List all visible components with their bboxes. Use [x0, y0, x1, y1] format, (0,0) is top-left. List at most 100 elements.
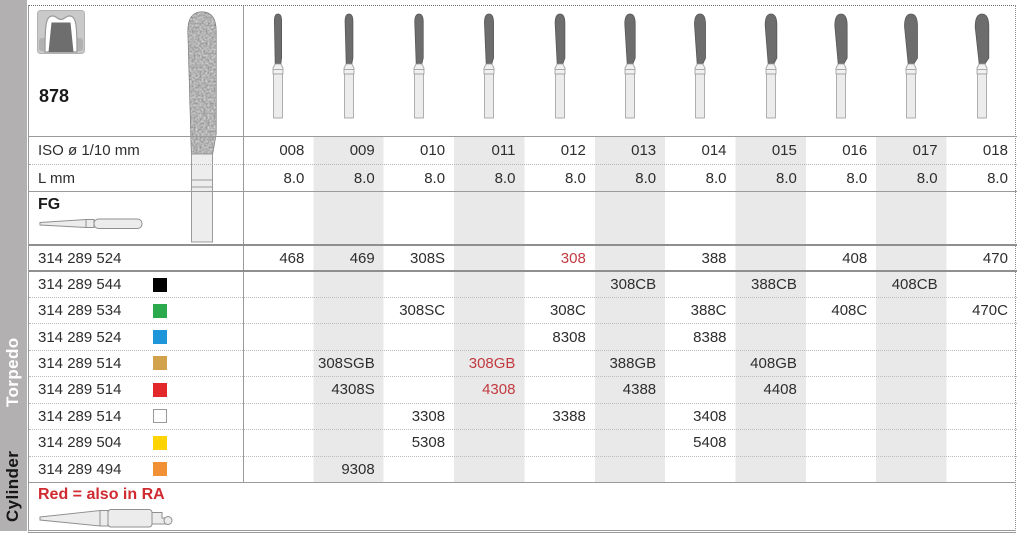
empty-cell [243, 298, 313, 323]
empty-cell [806, 324, 876, 349]
empty-cell [243, 324, 313, 349]
empty-cell [736, 298, 806, 323]
empty-cell [524, 272, 594, 296]
order-row: 314 289 544 308CB 388CB 408CB [29, 270, 1017, 296]
empty-cell [384, 377, 454, 402]
grit-swatch-yellow [153, 435, 167, 450]
column-stripes [243, 136, 1017, 482]
empty-cell [947, 457, 1017, 482]
empty-cell [665, 272, 735, 296]
empty-cell [524, 430, 594, 455]
product-code: 4388 [622, 381, 657, 399]
iso-value: 017 [912, 142, 938, 159]
bur-image-015 [736, 6, 806, 136]
product-code: 9308 [341, 460, 375, 478]
empty-cell [947, 377, 1017, 402]
empty-cell [876, 298, 946, 323]
product-code: 8388 [693, 328, 727, 346]
bur-image-012 [524, 6, 594, 136]
empty-cell [454, 430, 524, 455]
empty-cell [454, 272, 524, 296]
product-code: 3388 [552, 407, 586, 425]
order-row: 314 289 524 468 469 308S 308 388 408 470 [29, 244, 1017, 270]
bur-image-014 [665, 6, 735, 136]
product-code: 469 [349, 249, 375, 267]
iso-value: 008 [279, 142, 305, 159]
empty-cell [876, 404, 946, 429]
bur-image-009 [313, 6, 383, 136]
product-code: 388 [701, 249, 727, 267]
section-sidebar: Torpedo Cylinder [0, 0, 27, 531]
length-value: 8.0 [424, 169, 446, 187]
empty-cell [876, 457, 946, 482]
empty-cell [736, 430, 806, 455]
length-value: 8.0 [564, 169, 586, 187]
product-code: 308SGB [318, 354, 375, 372]
bur-image-018 [947, 6, 1017, 136]
fg-shank-icon [39, 218, 143, 229]
product-code: 408CB [891, 276, 938, 294]
empty-cell [665, 457, 735, 482]
order-number: 314 289 524 [29, 324, 243, 349]
order-row: 314 289 524 8308 8388 [29, 323, 1017, 349]
product-code: 408GB [750, 354, 797, 372]
empty-cell [595, 457, 665, 482]
product-code: 3308 [411, 407, 446, 425]
crown-prep-icon [37, 10, 85, 59]
empty-cell [947, 404, 1017, 429]
bur-icon [624, 13, 636, 119]
product-code: 470C [972, 302, 1008, 320]
order-row: 314 289 514 4308S 4308 4388 4408 [29, 376, 1017, 402]
length-row-label: L mm [38, 169, 75, 187]
empty-cell [736, 404, 806, 429]
empty-cell [947, 272, 1017, 296]
product-code: 8308 [552, 328, 586, 346]
empty-cell [384, 272, 454, 296]
order-number: 314 289 504 [29, 430, 243, 455]
empty-cell [736, 246, 806, 270]
bur-image-013 [595, 6, 665, 136]
order-row: 314 289 514 3308 3388 3408 [29, 402, 1017, 429]
product-code: 468 [279, 249, 305, 267]
iso-value: 013 [631, 142, 657, 159]
empty-cell [313, 272, 383, 296]
bur-photo [184, 7, 220, 249]
bur-icon [343, 13, 354, 119]
product-code: 388CB [751, 276, 797, 294]
bur-icon [272, 13, 284, 119]
product-code: 408C [831, 302, 868, 320]
grit-swatch-blue [153, 330, 167, 345]
order-rows: 314 289 524 468 469 308S 308 388 408 470 314 289… [29, 244, 1017, 482]
product-code: 408 [842, 249, 868, 267]
order-number: 314 289 514 [29, 351, 243, 376]
grip-row: FG [29, 191, 1017, 244]
sidebar-section-torpedo: Torpedo [3, 337, 22, 407]
bur-icon [974, 13, 989, 119]
length-value: 8.0 [846, 169, 868, 187]
bur-icon [904, 13, 919, 119]
empty-cell [243, 272, 313, 296]
order-number: 314 289 514 [29, 404, 243, 429]
empty-cell [806, 351, 876, 376]
product-code: 308SC [399, 302, 446, 320]
bur-header-row [243, 6, 1017, 136]
empty-cell [947, 324, 1017, 349]
empty-cell [243, 457, 313, 482]
empty-cell [524, 457, 594, 482]
product-code-ra: 308GB [468, 354, 516, 372]
product-code-ra: 308 [560, 249, 586, 267]
empty-cell [454, 246, 524, 270]
empty-cell [524, 351, 594, 376]
bur-image-016 [806, 6, 876, 136]
product-table: 878 [28, 5, 1017, 533]
grit-swatch-orange [153, 462, 167, 477]
empty-cell [454, 404, 524, 429]
empty-cell [384, 351, 454, 376]
grit-swatch-gold [153, 356, 167, 371]
length-value: 8.0 [283, 169, 305, 187]
order-row: 314 289 494 9308 [29, 455, 1017, 482]
product-code: 4408 [763, 381, 797, 399]
empty-cell [595, 246, 665, 270]
empty-cell [806, 377, 876, 402]
bur-icon [554, 13, 566, 119]
